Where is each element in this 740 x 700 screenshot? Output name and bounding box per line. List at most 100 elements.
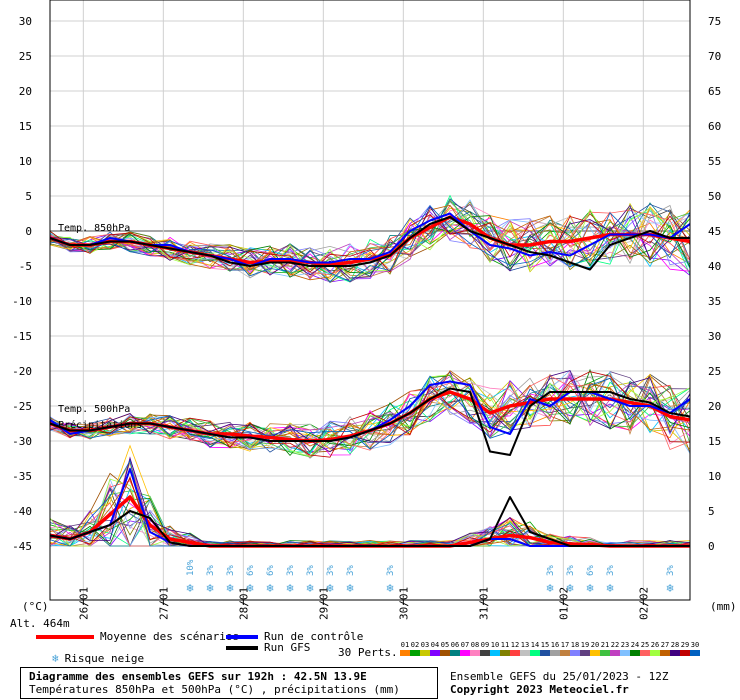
pert-key-item: 26 (650, 641, 660, 656)
pert-key-number: 14 (530, 641, 540, 649)
pert-key-number: 04 (430, 641, 440, 649)
legend-control: Run de contrôle (226, 630, 363, 643)
right-tick-label: 20 (708, 400, 721, 413)
pert-key-item: 23 (620, 641, 630, 656)
left-tick-label: -20 (12, 365, 32, 378)
pert-key-item: 20 (590, 641, 600, 656)
x-tick-label: 28/01 (237, 587, 250, 620)
pert-key-number: 12 (510, 641, 520, 649)
perturbation-line (49, 368, 691, 457)
left-axis-unit: (°C) (22, 600, 49, 613)
pert-key-number: 05 (440, 641, 450, 649)
pert-key-swatch (490, 650, 500, 656)
pert-key-swatch (460, 650, 470, 656)
left-tick-label: -5 (19, 260, 32, 273)
altitude-label: Alt. 464m (10, 617, 70, 630)
chart-title-box: Diagramme des ensembles GEFS sur 192h : … (20, 667, 438, 699)
perturbation-line (49, 370, 691, 453)
series-line-precip (49, 496, 690, 547)
credit-block: Ensemble GEFS du 25/01/2023 - 12Z Copyri… (450, 670, 669, 696)
pert-key-item: 06 (450, 641, 460, 656)
x-tick-label: 26/01 (77, 587, 90, 620)
pert-key-number: 18 (570, 641, 580, 649)
pert-key-swatch (570, 650, 580, 656)
pert-key-number: 30 (690, 641, 700, 649)
pert-key-swatch (560, 650, 570, 656)
legend-gfs-label: Run GFS (264, 641, 311, 654)
left-tick-label: 25 (19, 50, 32, 63)
perturbation-line (49, 375, 691, 455)
snowflake-icon: ❄ (606, 581, 613, 595)
pert-key-number: 15 (540, 641, 550, 649)
pert-key-item: 22 (610, 641, 620, 656)
snow-pct-label: 3% (306, 565, 316, 576)
right-axis-unit: (mm) (710, 600, 737, 613)
series-line-t850 (49, 216, 690, 271)
pert-key-item: 09 (480, 641, 490, 656)
pert-key-number: 26 (650, 641, 660, 649)
legend-mean-label: Moyenne des scénarios (100, 630, 240, 643)
pert-key-swatch (650, 650, 660, 656)
pert-key-swatch (690, 650, 700, 656)
pert-key-item: 11 (500, 641, 510, 656)
snowflake-icon: ❄ (586, 581, 593, 595)
right-tick-label: 5 (708, 505, 715, 518)
series-line-t500 (49, 387, 691, 456)
perturbation-line (49, 375, 691, 458)
snowflake-icon: ❄ (266, 581, 273, 595)
label-t500: Temp. 500hPa (58, 404, 130, 415)
pert-key-number: 23 (620, 641, 630, 649)
pert-key-swatch (610, 650, 620, 656)
pert-key-item: 12 (510, 641, 520, 656)
left-tick-label: 30 (19, 15, 32, 28)
pert-key-swatch (470, 650, 480, 656)
pert-key-item: 25 (640, 641, 650, 656)
pert-key-item: 03 (420, 641, 430, 656)
x-tick-label: 27/01 (157, 587, 170, 620)
pert-key-item: 05 (440, 641, 450, 656)
snow-pct-label: 3% (606, 565, 616, 576)
right-tick-label: 15 (708, 435, 721, 448)
right-tick-label: 10 (708, 470, 721, 483)
pert-key-swatch (450, 650, 460, 656)
snow-pct-label: 3% (326, 565, 336, 576)
perturbation-key: 01 02 03 04 05 06 07 08 09 10 11 12 13 14 15 16 17 18 19 20… (400, 641, 700, 656)
legend-gfs-swatch (226, 646, 258, 650)
pert-key-swatch (640, 650, 650, 656)
pert-key-number: 10 (490, 641, 500, 649)
snowflake-icon: ❄ (666, 581, 673, 595)
x-tick-label: 31/01 (477, 587, 490, 620)
pert-key-item: 13 (520, 641, 530, 656)
pert-key-swatch (550, 650, 560, 656)
pert-key-item: 08 (470, 641, 480, 656)
left-tick-label: -40 (12, 505, 32, 518)
pert-key-number: 25 (640, 641, 650, 649)
pert-key-swatch (670, 650, 680, 656)
perturbation-line (49, 201, 691, 284)
right-tick-label: 35 (708, 295, 721, 308)
snow-pct-label: 3% (566, 565, 576, 576)
pert-key-number: 20 (590, 641, 600, 649)
pert-key-item: 21 (600, 641, 610, 656)
plot-frame (49, 0, 691, 601)
pert-key-number: 19 (580, 641, 590, 649)
pert-key-swatch (400, 650, 410, 656)
snowflake-icon: ❄ (546, 581, 553, 595)
pert-key-swatch (430, 650, 440, 656)
perturbation-line (49, 205, 691, 282)
perturbation-line (49, 371, 691, 448)
snow-pct-label: 6% (246, 565, 256, 576)
legend-mean-swatch (36, 635, 94, 639)
x-tick-label: 30/01 (397, 587, 410, 620)
pert-key-swatch (530, 650, 540, 656)
right-tick-label: 65 (708, 85, 721, 98)
right-tick-label: 0 (708, 540, 715, 553)
pert-key-item: 27 (660, 641, 670, 656)
pert-key-swatch (590, 650, 600, 656)
pert-key-swatch (660, 650, 670, 656)
run-info: Ensemble GEFS du 25/01/2023 - 12Z (450, 670, 669, 683)
series-line-t850 (49, 212, 691, 267)
chart-subtitle: Températures 850hPa et 500hPa (°C) , pré… (29, 683, 400, 696)
label-precip: Précipitations (58, 419, 142, 431)
pert-key-number: 24 (630, 641, 640, 649)
